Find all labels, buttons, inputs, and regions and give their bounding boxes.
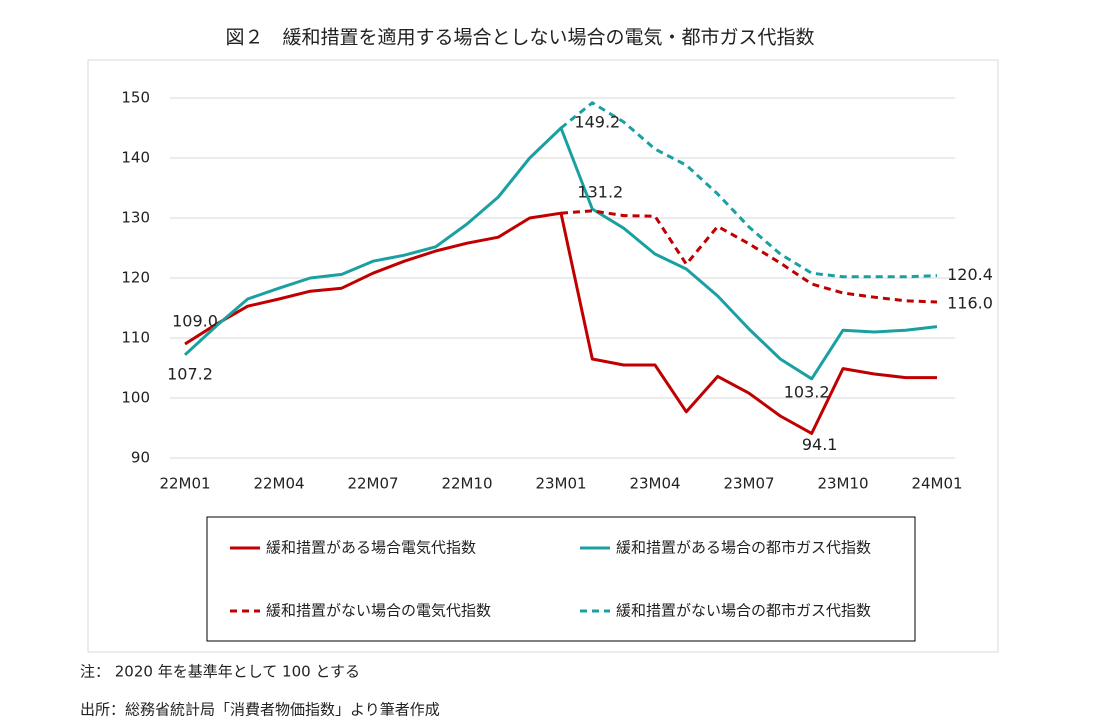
chart-title: 図２ 緩和措置を適用する場合としない場合の電気・都市ガス代指数 (225, 27, 814, 49)
source: 出所：総務省統計局「消費者物価指数」より筆者作成 (80, 701, 440, 719)
data-label: 120.4 (947, 265, 993, 284)
x-tick-label: 23M04 (629, 475, 680, 493)
data-label: 149.2 (574, 112, 620, 131)
y-tick-label: 90 (131, 449, 150, 467)
data-label: 109.0 (172, 312, 218, 331)
data-label: 131.2 (577, 182, 623, 201)
y-tick-label: 120 (121, 269, 150, 287)
x-tick-label: 22M07 (347, 475, 398, 493)
legend-label: 緩和措置がある場合電気代指数 (266, 539, 476, 557)
x-tick-label: 23M07 (723, 475, 774, 493)
plot-frame (87, 59, 999, 653)
data-label: 103.2 (784, 382, 830, 401)
series-line (560, 101, 938, 279)
x-tick-label: 24M01 (911, 475, 962, 493)
y-tick-label: 150 (121, 89, 150, 107)
legend-label: 緩和措置がある場合の都市ガス代指数 (616, 539, 871, 557)
series-line (183, 126, 938, 381)
x-tick-label: 23M01 (535, 475, 586, 493)
legend-label: 緩和措置がない場合の電気代指数 (266, 602, 491, 620)
x-tick-label: 23M10 (817, 475, 868, 493)
note: 注： 2020 年を基準年として 100 とする (80, 663, 360, 681)
y-tick-label: 130 (121, 209, 150, 227)
y-tick-label: 100 (121, 389, 150, 407)
x-tick-label: 22M01 (159, 475, 210, 493)
x-tick-label: 22M10 (441, 475, 492, 493)
y-tick-label: 140 (121, 149, 150, 167)
x-tick-label: 22M04 (253, 475, 304, 493)
series-line (560, 209, 938, 304)
data-label: 94.1 (802, 435, 838, 454)
legend-label: 緩和措置がない場合の都市ガス代指数 (616, 602, 871, 620)
data-label: 107.2 (167, 364, 213, 383)
legend-box (206, 516, 916, 642)
data-label: 116.0 (947, 294, 993, 313)
y-tick-label: 110 (121, 329, 150, 347)
